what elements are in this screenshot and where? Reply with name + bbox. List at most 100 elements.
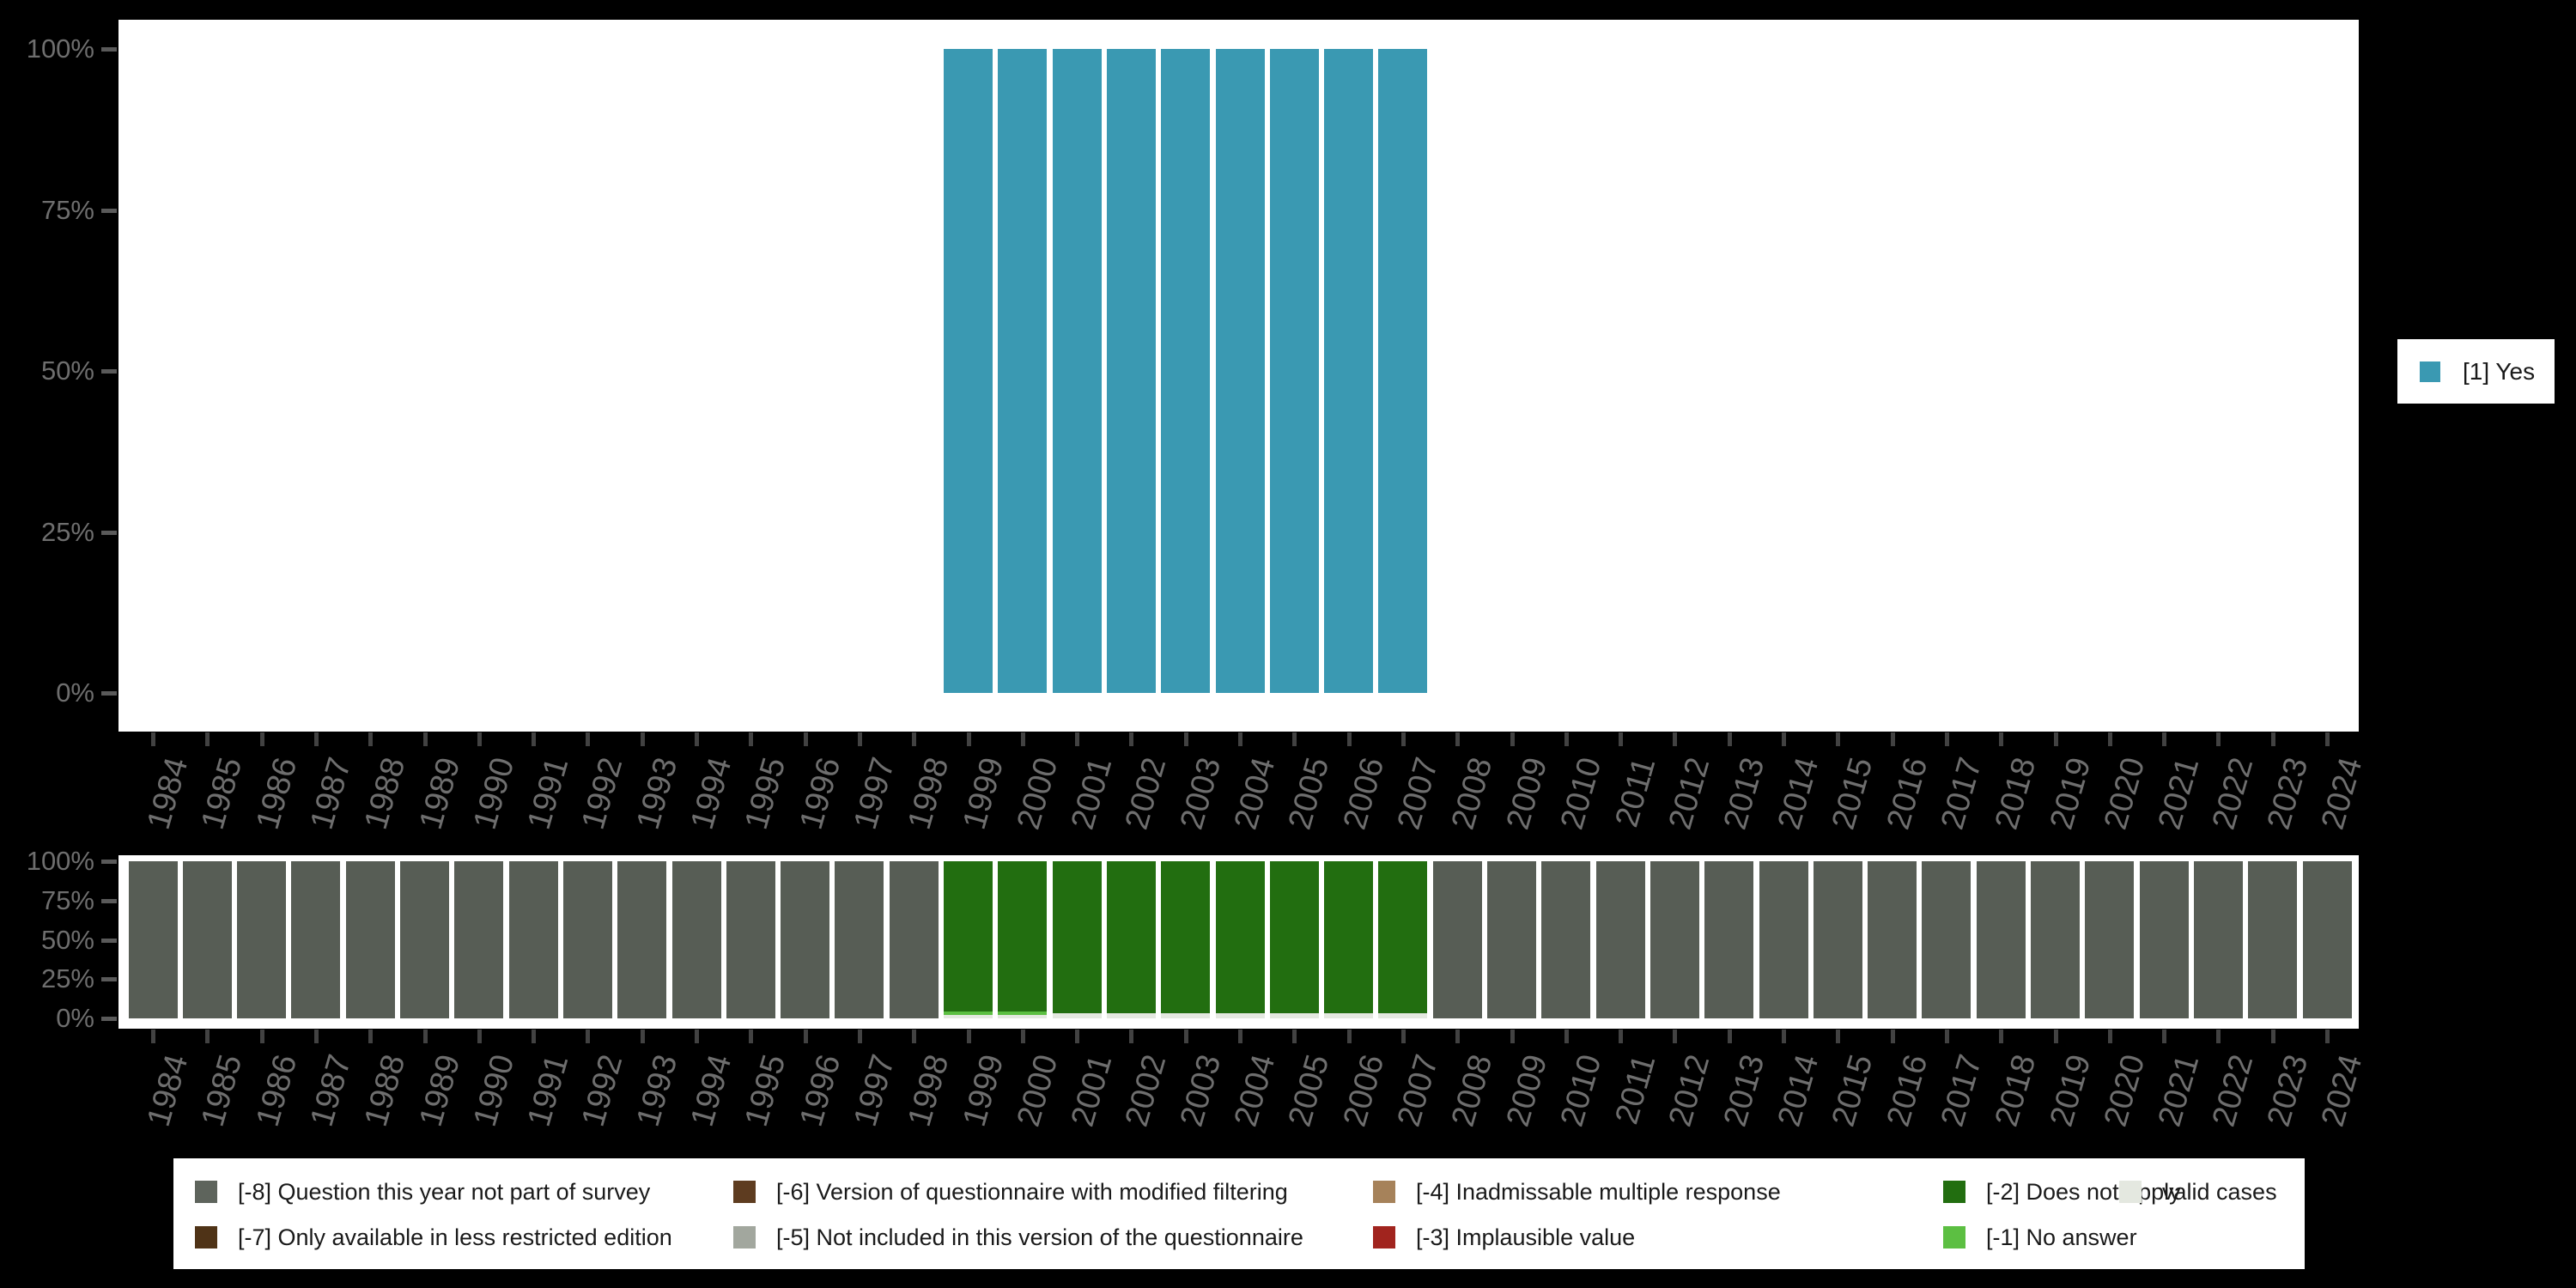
missing-x-tick-mark xyxy=(1400,1030,1406,1043)
top-x-tick-mark xyxy=(586,732,591,746)
top-x-tick-mark xyxy=(695,732,699,746)
top-x-tick-mark xyxy=(749,732,754,746)
top-x-tick-mark xyxy=(1020,732,1025,746)
top-x-tick-mark xyxy=(1619,732,1624,746)
missing-x-tick-label: 2016 xyxy=(1880,1050,1935,1131)
legend-swatch xyxy=(2119,1181,2142,1203)
top-x-tick-mark xyxy=(2162,732,2167,746)
top-x-tick-label: 2003 xyxy=(1173,753,1229,834)
top-x-tick-mark xyxy=(1238,732,1242,746)
top-x-tick-label: 1991 xyxy=(520,753,576,834)
missing-bar-segment-1985 xyxy=(182,861,232,1018)
missing-bar-segment-1997 xyxy=(835,861,884,1018)
top-x-tick-mark xyxy=(1944,732,1949,746)
missing-bar-segment-2005 xyxy=(1269,1012,1319,1018)
series-legend-label: [1] Yes xyxy=(2463,357,2536,385)
top-x-tick-label: 1987 xyxy=(303,753,359,834)
top-chart-plot-area xyxy=(118,20,2359,732)
missing-y-tick-mark xyxy=(101,977,117,981)
top-x-tick-mark xyxy=(803,732,808,746)
top-x-tick-label: 2001 xyxy=(1064,753,1120,834)
missing-x-tick-mark xyxy=(1346,1030,1352,1043)
missing-x-tick-mark xyxy=(749,1030,754,1043)
missing-x-tick-label: 2014 xyxy=(1771,1050,1826,1131)
top-y-tick-mark xyxy=(101,691,117,696)
missing-x-tick-mark xyxy=(1510,1030,1515,1043)
top-x-tick-mark xyxy=(857,732,862,746)
missing-x-tick-mark xyxy=(1238,1030,1242,1043)
top-x-tick-mark xyxy=(1673,732,1678,746)
missing-x-tick-mark xyxy=(2053,1030,2058,1043)
missing-bar-segment-1994 xyxy=(671,861,721,1018)
missing-bar-segment-2004 xyxy=(1215,861,1265,1013)
top-x-tick-label: 1985 xyxy=(195,753,250,834)
top-bar-2006 xyxy=(1324,49,1374,693)
missing-x-tick-mark xyxy=(1183,1030,1188,1043)
top-x-tick-label: 1993 xyxy=(629,753,685,834)
top-x-tick-mark xyxy=(1510,732,1515,746)
missing-x-tick-mark xyxy=(532,1030,537,1043)
missing-x-tick-mark xyxy=(912,1030,917,1043)
missing-x-tick-mark xyxy=(803,1030,808,1043)
missing-x-tick-label: 1999 xyxy=(956,1050,1011,1131)
missing-x-tick-mark xyxy=(1020,1030,1025,1043)
missing-bar-segment-2007 xyxy=(1378,861,1428,1013)
missing-x-tick-mark xyxy=(1727,1030,1732,1043)
missing-x-tick-mark xyxy=(1455,1030,1461,1043)
missing-x-tick-label: 1991 xyxy=(520,1050,576,1131)
legend-swatch xyxy=(1373,1226,1395,1249)
missing-bar-segment-2007 xyxy=(1378,1012,1428,1018)
missing-x-tick-label: 1993 xyxy=(629,1050,685,1131)
legend-item-label: [-2] Does not apply xyxy=(1986,1179,2181,1205)
top-x-tick-mark xyxy=(2270,732,2275,746)
missing-x-tick-label: 1997 xyxy=(847,1050,902,1131)
missing-bar-segment-1990 xyxy=(454,861,504,1018)
missing-bar-segment-2013 xyxy=(1704,861,1754,1018)
missing-x-tick-mark xyxy=(1782,1030,1786,1043)
top-x-tick-mark xyxy=(422,732,428,746)
missing-bar-segment-1999 xyxy=(944,1011,993,1015)
top-bar-2000 xyxy=(998,49,1048,693)
top-x-tick-mark xyxy=(2053,732,2058,746)
missing-values-legend: [-8] Question this year not part of surv… xyxy=(173,1158,2305,1269)
missing-y-tick-label: 75% xyxy=(40,885,94,915)
legend-item-label: [-4] Inadmissable multiple response xyxy=(1416,1179,1781,1205)
missing-x-tick-label: 2018 xyxy=(1988,1050,2044,1131)
missing-x-tick-mark xyxy=(151,1030,155,1043)
missing-x-tick-label: 2004 xyxy=(1227,1050,1283,1131)
legend-item-label: [-6] Version of questionnaire with modif… xyxy=(776,1179,1288,1205)
top-x-tick-label: 2021 xyxy=(2151,753,2207,834)
legend-item-label: [-7] Only available in less restricted e… xyxy=(238,1224,672,1250)
missing-values-plot-area xyxy=(118,855,2359,1029)
top-x-tick-mark xyxy=(1999,732,2004,746)
missing-x-tick-label: 1984 xyxy=(140,1050,196,1131)
missing-x-tick-mark xyxy=(368,1030,374,1043)
missing-x-tick-label: 1992 xyxy=(575,1050,630,1131)
missing-x-tick-mark xyxy=(205,1030,210,1043)
top-bar-2007 xyxy=(1378,49,1428,693)
missing-x-tick-mark xyxy=(1673,1030,1678,1043)
missing-x-tick-label: 2012 xyxy=(1662,1050,1717,1131)
top-x-tick-mark xyxy=(2325,732,2330,746)
top-x-tick-label: 2005 xyxy=(1282,753,1337,834)
missing-x-tick-mark xyxy=(313,1030,319,1043)
top-x-tick-mark xyxy=(1075,732,1080,746)
top-bar-2003 xyxy=(1161,49,1211,693)
top-x-tick-mark xyxy=(1129,732,1134,746)
top-x-tick-mark xyxy=(2107,732,2112,746)
top-x-tick-mark xyxy=(313,732,319,746)
legend-swatch xyxy=(1943,1226,1965,1249)
missing-bar-segment-2004 xyxy=(1215,1012,1265,1018)
missing-x-tick-label: 1994 xyxy=(683,1050,739,1131)
top-x-tick-label: 2010 xyxy=(1553,753,1609,834)
top-y-tick-mark xyxy=(101,47,117,52)
missing-x-tick-mark xyxy=(2325,1030,2330,1043)
missing-y-tick-label: 25% xyxy=(40,963,94,993)
missing-x-tick-label: 2022 xyxy=(2206,1050,2261,1131)
top-x-tick-label: 1998 xyxy=(901,753,957,834)
missing-x-tick-label: 2005 xyxy=(1282,1050,1337,1131)
missing-x-tick-mark xyxy=(2270,1030,2275,1043)
missing-bar-segment-1998 xyxy=(889,861,939,1018)
missing-bar-segment-2016 xyxy=(1868,861,1917,1018)
missing-x-tick-label: 2020 xyxy=(2097,1050,2153,1131)
